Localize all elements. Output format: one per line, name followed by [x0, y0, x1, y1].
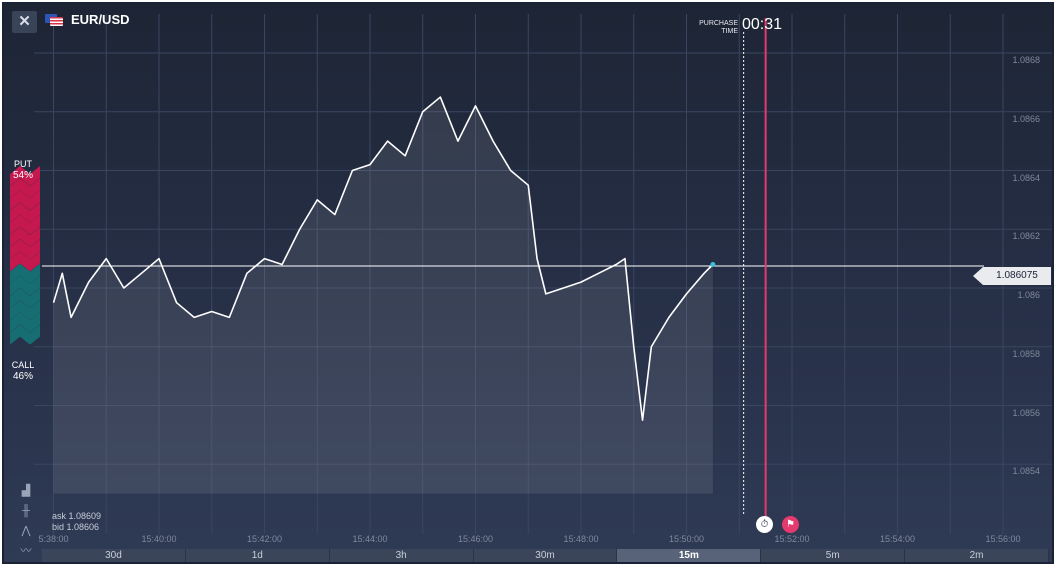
x-axis-tick: 15:42:00 — [246, 534, 283, 544]
put-sentiment: PUT 54% — [4, 159, 42, 181]
y-axis-tick: 1.0864 — [1012, 172, 1040, 183]
x-axis-tick: 15:56:00 — [985, 534, 1021, 544]
put-marker — [10, 178, 40, 199]
timeframe-5m[interactable]: 5m — [761, 549, 906, 562]
call-marker — [10, 312, 40, 333]
quote-box: ask 1.08609 bid 1.08606 — [52, 511, 101, 533]
price-area — [53, 97, 713, 494]
timer-icon: ⏱ — [756, 516, 773, 533]
purchase-time-value: 00:31 — [742, 16, 783, 33]
put-marker — [10, 202, 40, 223]
x-axis-tick: 5:38:00 — [38, 534, 69, 544]
x-axis-tick: 15:54:00 — [879, 534, 916, 544]
x-axis-tick: 15:52:00 — [774, 534, 810, 544]
bars-icon[interactable]: ⋀ — [21, 525, 31, 537]
eur-usd-flag-icon — [45, 13, 63, 26]
current-price-tag: 1.086075 — [973, 267, 1051, 285]
put-label: PUT — [14, 159, 32, 169]
y-axis-tick: 1.0862 — [1012, 231, 1040, 242]
y-axis-tick: 1.0854 — [1012, 466, 1040, 477]
x-axis-tick: 15:48:00 — [563, 534, 599, 544]
current-price-dot — [710, 262, 716, 267]
put-marker — [10, 251, 40, 272]
x-axis-tick: 15:46:00 — [457, 534, 494, 544]
expiry-flag-icon: ⚑ — [782, 516, 799, 533]
close-button[interactable]: ✕ — [12, 11, 37, 33]
purchase-label-line1: PURCHASE — [699, 20, 738, 27]
call-marker — [10, 324, 40, 345]
ask-value: ask 1.08609 — [52, 511, 102, 521]
call-percent: 46% — [12, 371, 33, 382]
timeframe-1d[interactable]: 1d — [185, 549, 330, 562]
symbol-selector[interactable]: EUR/USD — [45, 12, 130, 27]
timeframe-3h[interactable]: 3h — [329, 549, 474, 562]
y-axis-tick: 1.0858 — [1012, 348, 1040, 359]
symbol-label: EUR/USD — [71, 12, 130, 27]
call-marker — [10, 300, 40, 321]
put-percent: 54% — [12, 170, 33, 181]
timeframe-15m[interactable]: 15m — [617, 549, 762, 562]
put-marker — [10, 166, 40, 186]
put-marker — [10, 227, 40, 247]
call-label: CALL — [11, 360, 35, 370]
timeframe-30d[interactable]: 30d — [42, 549, 186, 562]
x-axis-tick: 15:44:00 — [352, 534, 388, 544]
call-marker — [10, 275, 40, 296]
current-price-value: 1.086075 — [983, 267, 1051, 285]
put-marker — [10, 214, 40, 235]
x-axis-tick: 15:50:00 — [668, 534, 705, 544]
purchase-time-label: PURCHASE TIME — [686, 20, 738, 36]
line-chart-icon[interactable]: 〰 — [20, 545, 32, 557]
put-marker — [10, 190, 40, 211]
bid-value: bid 1.08606 — [52, 522, 100, 532]
call-marker — [10, 263, 40, 284]
put-marker — [10, 239, 40, 260]
price-chart[interactable] — [4, 4, 1052, 562]
call-marker — [10, 288, 40, 308]
x-axis-tick: 15:40:00 — [141, 534, 177, 544]
call-sentiment: CALL 46% — [4, 360, 42, 382]
y-axis-tick: 1.0866 — [1012, 113, 1040, 124]
price-line — [52, 96, 714, 421]
candles-icon[interactable]: ╫ — [22, 505, 30, 517]
timeframe-2m[interactable]: 2m — [905, 549, 1050, 562]
y-axis-tick: 1.086 — [1017, 290, 1040, 300]
purchase-label-line2: TIME — [721, 28, 738, 35]
y-axis-tick: 1.0856 — [1012, 407, 1040, 418]
timeframe-30m[interactable]: 30m — [473, 549, 618, 562]
y-axis-tick: 1.0868 — [1012, 55, 1040, 65]
timeframe-bar: 30d 1d 3h 30m 15m 5m 2m — [42, 549, 1050, 562]
area-chart-icon[interactable]: ▟ — [21, 485, 31, 497]
